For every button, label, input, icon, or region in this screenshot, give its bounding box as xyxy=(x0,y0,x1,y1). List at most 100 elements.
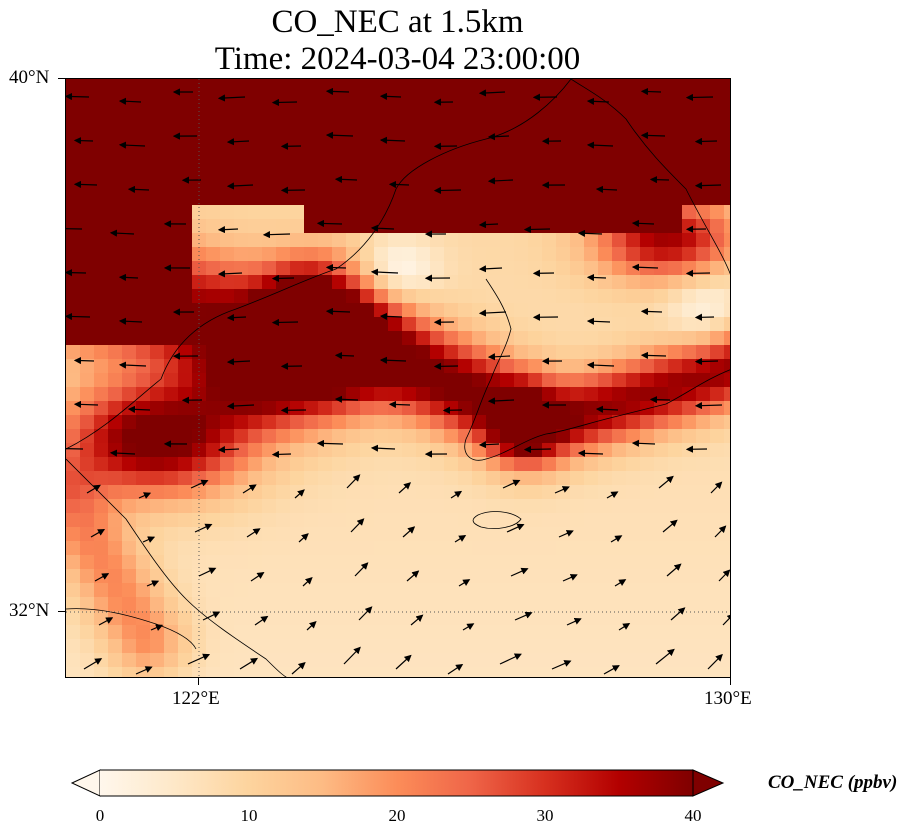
chart-title-line1: CO_NEC at 1.5km xyxy=(271,4,524,40)
wind-arrow xyxy=(262,231,291,239)
coastline xyxy=(570,79,730,275)
wind-arrow xyxy=(271,450,292,458)
colorbar-label: CO_NEC (ppbv) xyxy=(768,772,898,793)
wind-arrow xyxy=(447,663,464,675)
wind-arrow xyxy=(298,533,309,543)
wind-arrow xyxy=(433,186,462,195)
wind-arrow xyxy=(410,614,424,626)
wind-arrow xyxy=(343,646,361,665)
wind-arrow xyxy=(402,526,416,538)
wind-arrow xyxy=(190,479,209,489)
wind-arrow xyxy=(551,660,572,670)
wind-arrow xyxy=(586,317,611,325)
wind-arrow xyxy=(370,268,399,276)
wind-arrow xyxy=(83,658,103,670)
wind-arrow xyxy=(610,535,623,543)
wind-arrow xyxy=(655,648,675,665)
wind-arrow xyxy=(291,662,306,675)
wind-arrow xyxy=(254,615,269,626)
wind-arrow xyxy=(118,361,147,369)
wind-arrow xyxy=(150,624,164,631)
wind-arrow xyxy=(302,577,313,587)
wind-arrow xyxy=(226,138,250,146)
wind-arrow xyxy=(586,361,615,369)
colorbar-extend-max xyxy=(692,769,725,797)
wind-arrow xyxy=(66,448,84,450)
wind-arrow xyxy=(514,611,533,621)
wind-arrow xyxy=(577,449,604,457)
wind-arrow xyxy=(194,523,213,533)
colorbar-tick-40: 40 xyxy=(684,806,702,825)
wind-arrow xyxy=(325,87,350,96)
wind-arrow xyxy=(595,185,618,193)
lat-tick-label-32: 32°N xyxy=(9,600,50,621)
coastline xyxy=(472,511,522,529)
wind-arrow xyxy=(707,653,723,670)
coastline xyxy=(66,608,197,650)
chart-title-line2: Time: 2024-03-04 23:00:00 xyxy=(214,41,581,77)
wind-arrow xyxy=(388,400,411,409)
wind-arrow xyxy=(478,309,507,317)
wind-arrow xyxy=(142,536,156,543)
wind-arrow xyxy=(66,92,90,101)
wind-arrow xyxy=(395,654,412,670)
wind-arrow xyxy=(640,87,662,96)
wind-arrow xyxy=(631,219,655,227)
lat-tick-32-mark xyxy=(58,611,65,612)
colorbar-gradient xyxy=(100,770,693,796)
wind-arrow xyxy=(614,579,627,587)
wind-arrow xyxy=(370,444,396,452)
wind-arrow xyxy=(294,489,305,499)
wind-arrow xyxy=(462,623,475,631)
wind-arrow xyxy=(86,484,101,494)
map-panel xyxy=(65,78,731,678)
wind-arrow xyxy=(714,525,727,538)
wind-arrow xyxy=(694,357,719,366)
wind-arrow xyxy=(694,402,723,410)
wind-arrow xyxy=(487,397,515,405)
wind-arrow xyxy=(138,492,152,499)
wind-arrow xyxy=(487,133,510,141)
wind-arrow xyxy=(666,563,682,577)
colorbar-tick-10: 10 xyxy=(240,806,258,825)
wind-arrow xyxy=(334,395,359,403)
wind-arrow xyxy=(94,573,110,582)
wind-arrow xyxy=(523,445,552,454)
wind-arrow xyxy=(127,185,150,193)
wind-arrow xyxy=(73,180,98,189)
wind-arrow xyxy=(217,225,239,234)
wind-arrow xyxy=(73,356,95,365)
wind-arrow xyxy=(586,97,610,105)
wind-arrow xyxy=(718,569,730,582)
wind-arrow xyxy=(316,219,343,228)
wind-arrow xyxy=(127,405,151,413)
wind-arrow xyxy=(379,312,403,320)
wind-arrow xyxy=(506,523,525,533)
wind-arrow xyxy=(239,657,259,670)
wind-arrow xyxy=(631,439,656,447)
wind-arrow xyxy=(523,225,551,234)
wind-arrow xyxy=(710,481,723,494)
wind-arrow xyxy=(577,229,603,237)
wind-arrow xyxy=(379,356,407,364)
wind-arrow xyxy=(640,131,666,140)
wind-arrow xyxy=(603,665,620,675)
wind-arrow xyxy=(562,574,578,582)
wind-arrow xyxy=(242,484,257,494)
wind-arrow xyxy=(325,131,354,139)
wind-arrow xyxy=(499,653,522,665)
wind-arrow xyxy=(478,441,500,449)
wind-arrow xyxy=(226,402,255,410)
wind-arrow xyxy=(98,617,114,626)
colorbar-tick-30: 30 xyxy=(536,806,554,825)
wind-arrow xyxy=(694,181,722,190)
wind-arrow xyxy=(458,579,471,587)
wind-arrow xyxy=(350,518,365,533)
wind-arrow xyxy=(325,307,351,315)
coastline xyxy=(66,458,287,677)
wind-arrow xyxy=(398,482,412,494)
wind-arrow xyxy=(640,351,667,360)
wind-arrow xyxy=(487,177,514,185)
wind-arrow xyxy=(73,137,94,145)
colorbar-tick-0: 0 xyxy=(95,806,105,825)
